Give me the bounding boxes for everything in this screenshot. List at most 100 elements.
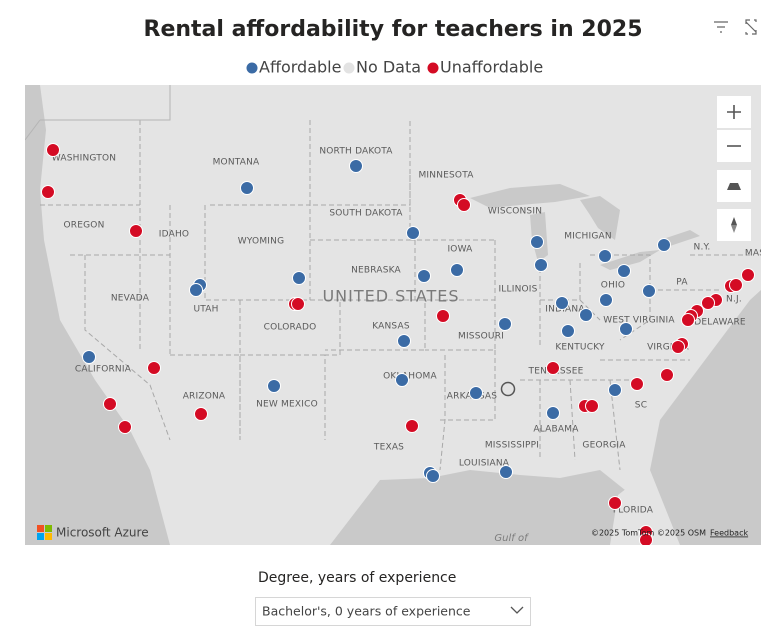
- location-marker[interactable]: [608, 383, 622, 397]
- region-label: MISSOURI: [458, 332, 504, 342]
- location-marker[interactable]: [397, 334, 411, 348]
- header-icons[interactable]: [714, 19, 757, 35]
- region-label: N.Y.: [694, 243, 711, 253]
- location-marker[interactable]: [617, 264, 631, 278]
- legend-swatch: [427, 62, 439, 74]
- state-borders: [40, 120, 750, 471]
- map[interactable]: WASHINGTON MONTANA NORTH DAKOTA MINNESOTA OR…: [25, 85, 765, 547]
- location-marker[interactable]: [534, 258, 548, 272]
- location-marker[interactable]: [498, 317, 512, 331]
- location-marker[interactable]: [729, 278, 743, 292]
- region-label: KENTUCKY: [555, 343, 605, 353]
- location-marker[interactable]: [291, 297, 305, 311]
- region-label: MICHIGAN: [564, 232, 612, 242]
- location-marker[interactable]: [561, 324, 575, 338]
- location-marker[interactable]: [46, 143, 60, 157]
- region-label: CALIFORNIA: [75, 365, 132, 375]
- region-label: WEST VIRGINIA: [603, 316, 675, 326]
- location-marker[interactable]: [619, 322, 633, 336]
- location-marker[interactable]: [469, 386, 483, 400]
- location-marker[interactable]: [405, 419, 419, 433]
- location-marker[interactable]: [608, 496, 622, 510]
- region-label: SC: [635, 401, 647, 411]
- region-label: OREGON: [63, 221, 104, 231]
- location-marker[interactable]: [147, 361, 161, 375]
- location-marker[interactable]: [194, 407, 208, 421]
- gulf: [330, 470, 640, 545]
- legend-label[interactable]: Affordable: [259, 58, 341, 77]
- pacific-ocean: [25, 85, 170, 545]
- location-marker[interactable]: [499, 465, 513, 479]
- region-label: MINNESOTA: [418, 171, 474, 181]
- location-marker[interactable]: [500, 381, 516, 397]
- map-controls: [717, 96, 751, 241]
- location-marker[interactable]: [103, 397, 117, 411]
- location-marker[interactable]: [660, 368, 674, 382]
- region-label: NEW MEXICO: [256, 400, 318, 410]
- legend-swatch: [343, 62, 355, 74]
- location-marker[interactable]: [450, 263, 464, 277]
- region-label: ARIZONA: [183, 392, 226, 402]
- location-marker[interactable]: [599, 293, 613, 307]
- region-label: MAS: [745, 249, 765, 259]
- location-marker[interactable]: [240, 181, 254, 195]
- location-marker[interactable]: [292, 271, 306, 285]
- legend: Affordable No Data Unaffordable: [246, 58, 543, 77]
- location-marker[interactable]: [546, 406, 560, 420]
- region-label: GEORGIA: [582, 441, 626, 451]
- region-label: MISSISSIPPI: [485, 441, 539, 451]
- region-label: VIRGINIA: [647, 343, 689, 353]
- region-label: COLORADO: [264, 323, 317, 333]
- location-marker[interactable]: [189, 283, 203, 297]
- location-marker[interactable]: [555, 296, 569, 310]
- location-marker[interactable]: [657, 238, 671, 252]
- feedback-link[interactable]: Feedback: [710, 529, 748, 538]
- dropdown-value: Bachelor's, 0 years of experience: [262, 604, 471, 619]
- chart-title: Rental affordability for teachers in 202…: [144, 17, 643, 42]
- location-marker[interactable]: [129, 224, 143, 238]
- location-marker[interactable]: [436, 309, 450, 323]
- location-marker[interactable]: [118, 420, 132, 434]
- region-label: OHIO: [601, 281, 625, 291]
- region-label: OKLAHOMA: [383, 372, 437, 382]
- attribution: ©2025 TomTom ©2025 OSM: [591, 529, 706, 538]
- location-marker[interactable]: [349, 159, 363, 173]
- location-marker[interactable]: [82, 350, 96, 364]
- location-marker[interactable]: [395, 373, 409, 387]
- region-label: INDIANA: [545, 305, 585, 315]
- location-marker[interactable]: [598, 249, 612, 263]
- water-label: Gulf of: [494, 533, 529, 544]
- region-label: WASHINGTON: [52, 154, 116, 164]
- location-marker[interactable]: [41, 185, 55, 199]
- legend-label[interactable]: Unaffordable: [440, 58, 543, 77]
- location-marker[interactable]: [681, 313, 695, 327]
- location-marker[interactable]: [406, 226, 420, 240]
- location-marker[interactable]: [579, 308, 593, 322]
- dropdown[interactable]: Bachelor's, 0 years of experience: [255, 597, 531, 626]
- legend-label[interactable]: No Data: [356, 58, 421, 77]
- region-label: DELAWARE: [694, 318, 746, 328]
- location-marker[interactable]: [639, 533, 653, 547]
- location-marker[interactable]: [546, 361, 560, 375]
- location-marker[interactable]: [701, 296, 715, 310]
- region-label: WYOMING: [238, 237, 285, 247]
- region-label: IDAHO: [159, 230, 189, 240]
- region-label: MONTANA: [213, 158, 260, 168]
- location-marker[interactable]: [267, 379, 281, 393]
- region-label: NORTH DAKOTA: [319, 147, 393, 157]
- location-marker[interactable]: [741, 268, 755, 282]
- location-marker[interactable]: [426, 469, 440, 483]
- location-marker[interactable]: [671, 340, 685, 354]
- location-marker[interactable]: [630, 377, 644, 391]
- region-label: UTAH: [193, 305, 218, 315]
- region-label: LOUISIANA: [459, 459, 510, 469]
- location-marker[interactable]: [585, 399, 599, 413]
- location-marker[interactable]: [457, 198, 471, 212]
- location-marker[interactable]: [530, 235, 544, 249]
- location-marker[interactable]: [642, 284, 656, 298]
- location-marker[interactable]: [417, 269, 431, 283]
- border-north: [25, 85, 171, 141]
- legend-swatch: [246, 62, 258, 74]
- region-label: NEBRASKA: [351, 266, 401, 276]
